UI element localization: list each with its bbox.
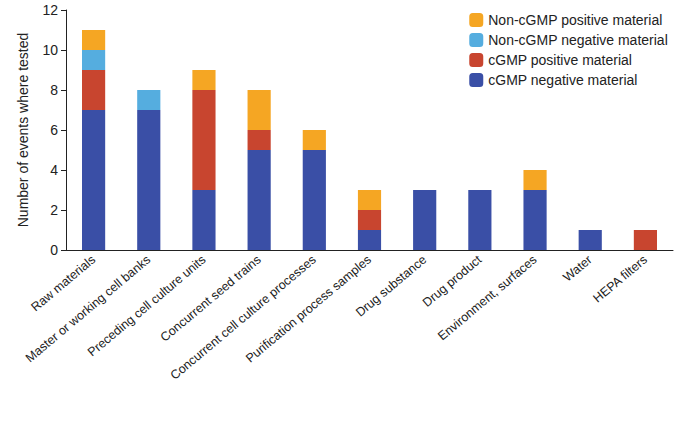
svg-text:cGMP negative material: cGMP negative material <box>488 72 637 88</box>
svg-text:4: 4 <box>50 162 58 178</box>
svg-text:12: 12 <box>42 2 58 18</box>
svg-text:2: 2 <box>50 202 58 218</box>
svg-text:0: 0 <box>50 242 58 258</box>
svg-text:6: 6 <box>50 122 58 138</box>
svg-text:10: 10 <box>42 42 58 58</box>
svg-text:Non-cGMP positive material: Non-cGMP positive material <box>488 12 662 28</box>
svg-text:Preceding cell culture units: Preceding cell culture units <box>85 252 209 360</box>
svg-text:Number of events where tested: Number of events where tested <box>15 33 31 228</box>
svg-text:HEPA filters: HEPA filters <box>591 253 650 306</box>
svg-text:Non-cGMP negative material: Non-cGMP negative material <box>488 32 667 48</box>
svg-text:Concurrent cell culture proces: Concurrent cell culture processes <box>167 252 319 383</box>
svg-text:Water: Water <box>561 253 595 285</box>
svg-text:Environment, surfaces: Environment, surfaces <box>435 253 539 344</box>
svg-text:Drug product: Drug product <box>420 252 485 310</box>
svg-text:Drug substance: Drug substance <box>353 253 429 320</box>
svg-text:8: 8 <box>50 82 58 98</box>
svg-text:Raw materials: Raw materials <box>28 252 99 315</box>
svg-text:cGMP positive material: cGMP positive material <box>488 52 632 68</box>
svg-text:Master or working cell banks: Master or working cell banks <box>22 252 154 366</box>
svg-text:Concurrent seed trains: Concurrent seed trains <box>158 253 264 345</box>
svg-text:Purification process samples: Purification process samples <box>243 252 374 366</box>
